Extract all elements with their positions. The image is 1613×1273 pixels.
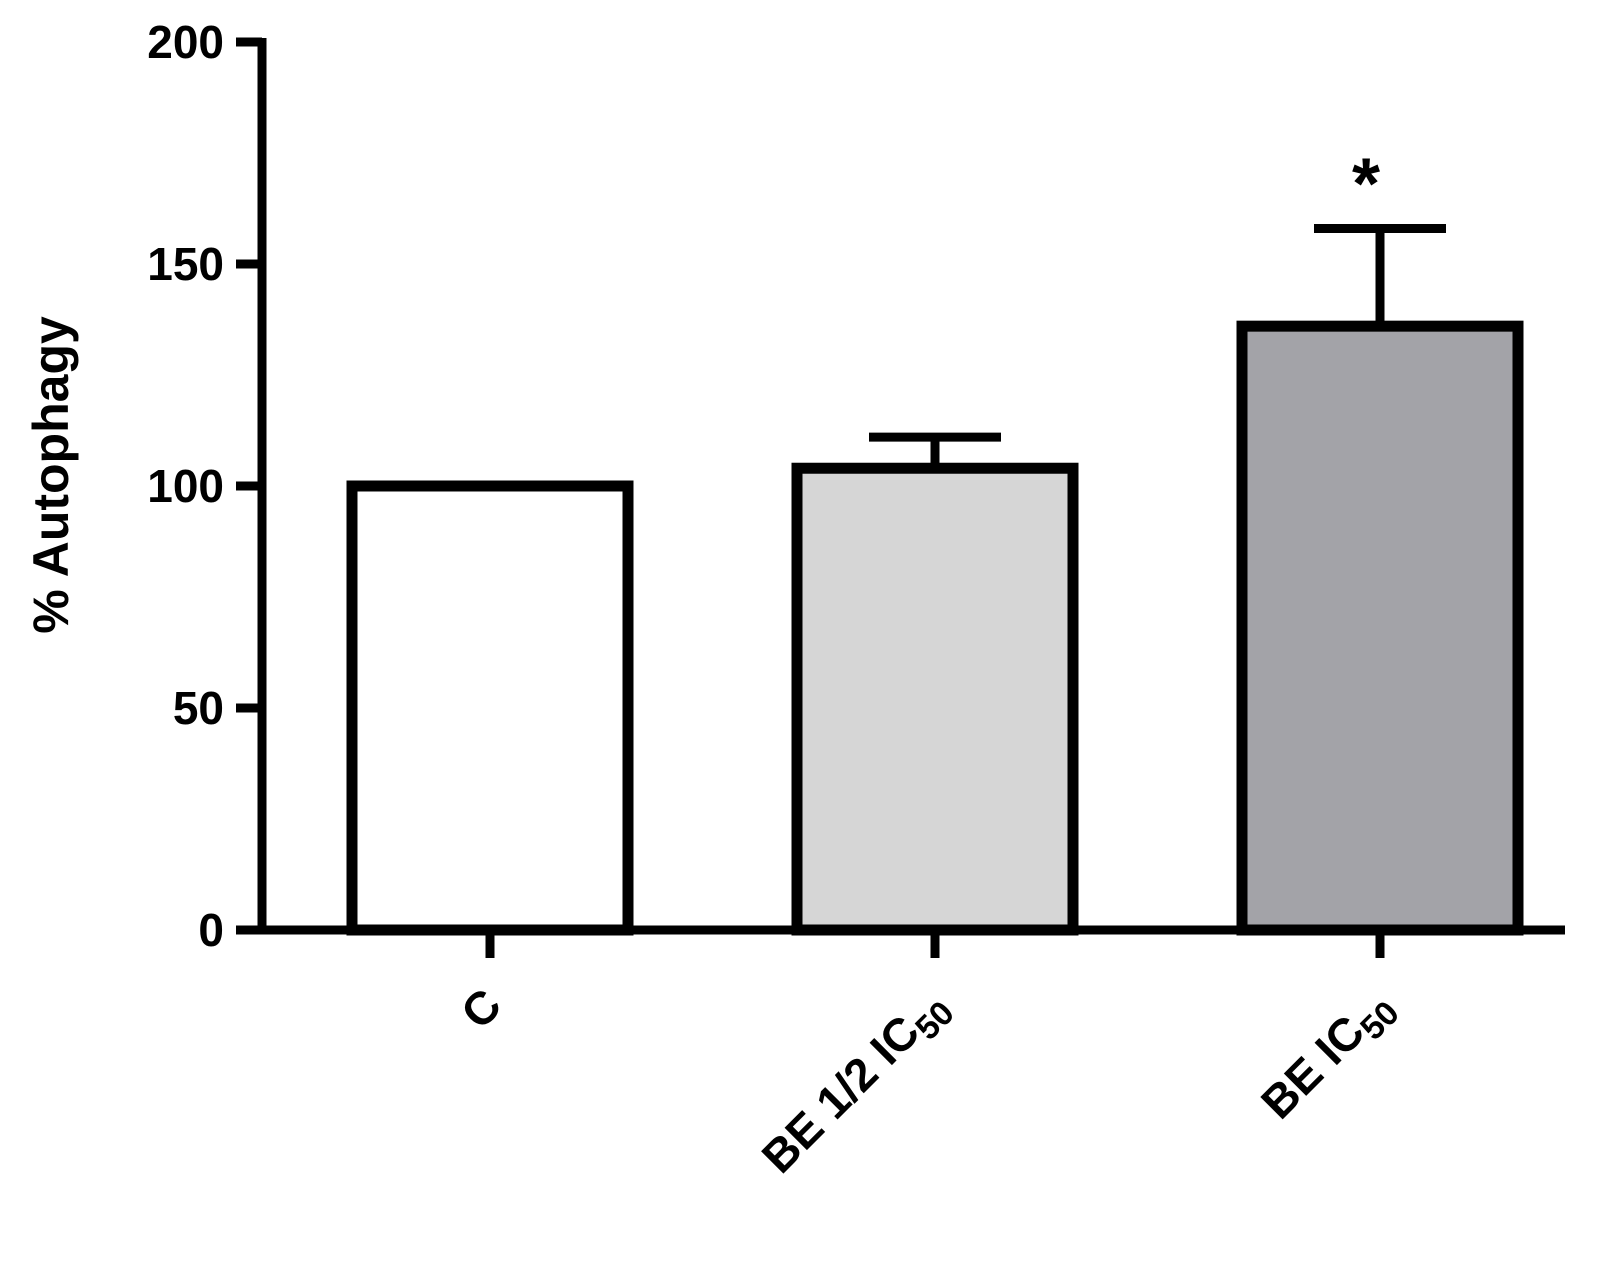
- bar: [791, 462, 1079, 936]
- bar: [346, 480, 634, 936]
- x-category-label: C: [451, 978, 511, 1038]
- x-ticks-layer: C BE 1/2 IC50 BE IC50: [451, 930, 1407, 1188]
- y-tick-label: 200: [147, 16, 224, 68]
- x-category-label: BE 1/2 IC50: [752, 978, 962, 1188]
- annotations-layer: *: [1352, 144, 1380, 224]
- y-axis-title: % Autophagy: [23, 316, 79, 634]
- x-category-label: BE IC50: [1251, 978, 1407, 1134]
- y-tick-label: 100: [147, 460, 224, 512]
- y-tick-label: 50: [173, 682, 224, 734]
- error-bars-layer: [869, 223, 1446, 469]
- y-tick-label: 150: [147, 238, 224, 290]
- bars-layer: [346, 320, 1524, 936]
- bar: [1236, 320, 1524, 936]
- y-ticks-layer: 0 50 100 150 200: [147, 16, 262, 956]
- y-tick-label: 0: [198, 904, 224, 956]
- significance-marker: *: [1352, 144, 1380, 224]
